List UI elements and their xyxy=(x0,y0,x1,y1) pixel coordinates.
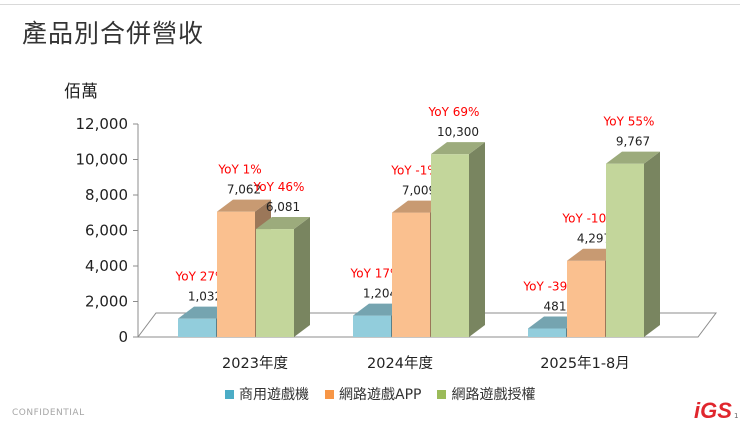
y-tick-label: 8,000 xyxy=(85,186,128,204)
legend-label-online-app: 網路遊戲APP xyxy=(339,387,422,403)
yoy-label: YoY 69% xyxy=(428,105,480,119)
bar-top xyxy=(217,199,271,212)
y-tick-label: 2,000 xyxy=(85,293,128,311)
x-category-label: 2023年度 xyxy=(222,355,288,372)
bar-front xyxy=(217,211,255,337)
bar-front xyxy=(392,212,430,337)
bar-side xyxy=(469,142,485,337)
bar-front xyxy=(567,260,605,337)
yoy-label: YoY -10% xyxy=(561,212,617,226)
bar-side xyxy=(644,151,660,337)
data-value-label: 1,032 xyxy=(188,290,222,304)
yoy-label: YoY -1% xyxy=(390,164,439,178)
bar-front xyxy=(353,315,391,337)
legend-item-arcade: 商用遊戲機 xyxy=(225,384,309,404)
bar-front xyxy=(178,318,216,337)
legend-item-online-license: 網路遊戲授權 xyxy=(437,384,535,404)
legend-swatch-arcade xyxy=(225,389,234,399)
legend-swatch-online-license xyxy=(437,389,447,399)
top-divider xyxy=(0,4,740,5)
y-tick-label: 4,000 xyxy=(85,257,128,275)
y-tick-label: 10,000 xyxy=(76,151,129,169)
data-value-label: 9,767 xyxy=(616,135,650,149)
bar-top xyxy=(431,142,485,155)
data-value-label: 481 xyxy=(544,299,567,313)
bar-front xyxy=(431,154,469,337)
legend-item-online-app: 網路遊戲APP xyxy=(325,384,421,404)
bar-front xyxy=(606,163,644,337)
data-value-label: 7,009 xyxy=(402,184,436,198)
chart-legend: 商用遊戲機 網路遊戲APP 網路遊戲授權 xyxy=(225,384,535,404)
yoy-label: YoY -39% xyxy=(522,279,578,293)
data-value-label: 7,062 xyxy=(227,183,261,197)
confidential-footer: CONFIDENTIAL xyxy=(12,408,85,418)
data-value-label: 6,081 xyxy=(266,200,300,214)
data-value-label: 4,297 xyxy=(577,232,611,246)
x-category-label: 2024年度 xyxy=(367,355,433,372)
y-axis-unit-label: 佰萬 xyxy=(64,82,98,102)
yoy-label: YoY 17% xyxy=(350,267,402,281)
page-title: 產品別合併營收 xyxy=(22,19,205,48)
data-value-label: 1,204 xyxy=(363,287,397,301)
bar-side xyxy=(294,217,310,337)
bar-front xyxy=(256,229,294,337)
bar-top xyxy=(606,151,660,164)
yoy-label: YoY 27% xyxy=(175,270,227,284)
data-value-label: 10,300 xyxy=(437,125,479,139)
bar-front xyxy=(528,328,566,337)
x-category-label: 2025年1-8月 xyxy=(540,355,630,372)
legend-swatch-online-app xyxy=(325,389,334,399)
page-number: 1 xyxy=(734,412,739,420)
yoy-label: YoY 46% xyxy=(253,180,305,194)
legend-label-online-license: 網路遊戲授權 xyxy=(451,387,536,403)
y-tick-label: 12,000 xyxy=(76,115,129,133)
legend-label-arcade: 商用遊戲機 xyxy=(239,387,309,403)
y-tick-label: 6,000 xyxy=(85,222,128,240)
y-tick-label: 0 xyxy=(118,328,128,346)
yoy-label: YoY 55% xyxy=(603,115,655,129)
yoy-label: YoY 1% xyxy=(217,163,261,177)
bar-top xyxy=(256,217,310,230)
igs-logo: iGS xyxy=(694,398,732,423)
